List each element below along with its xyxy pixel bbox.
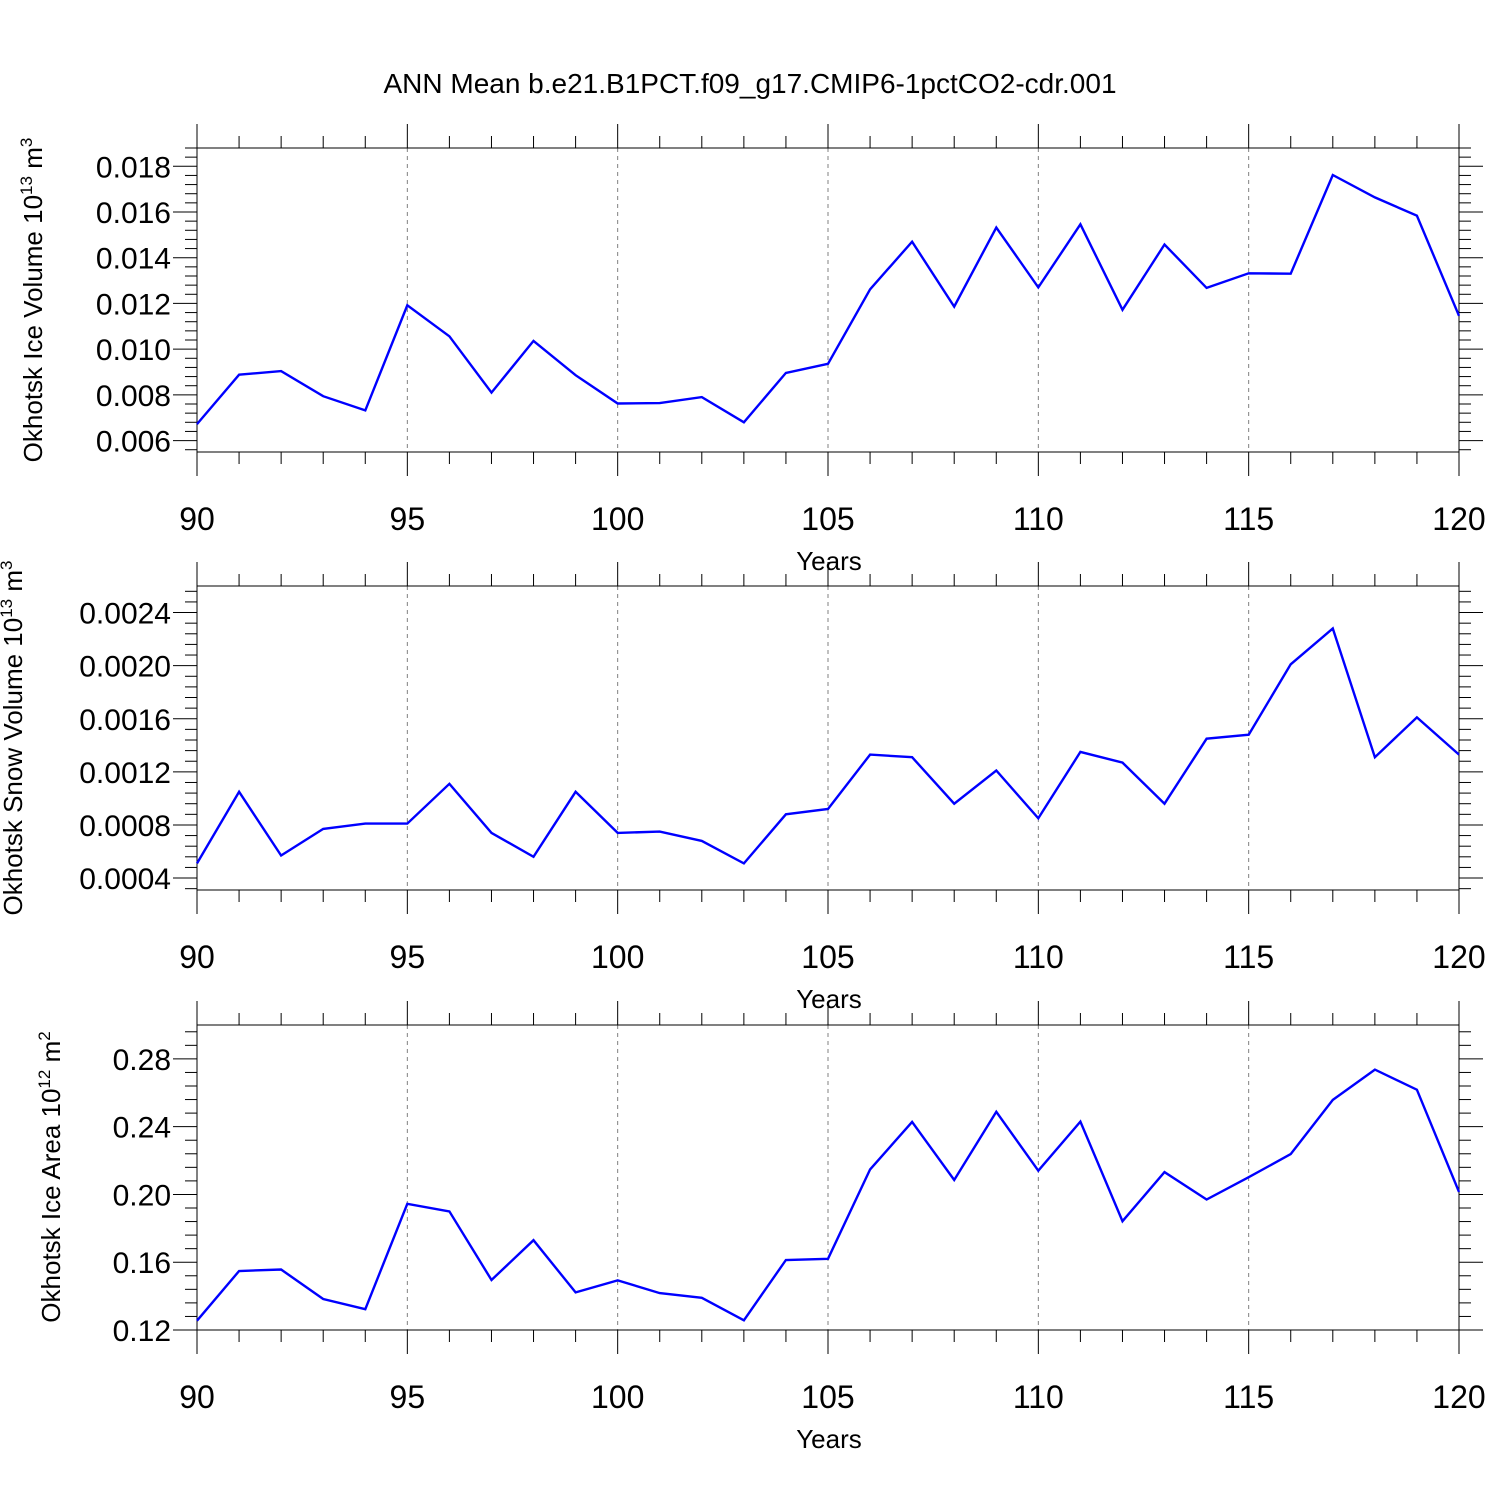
y-axis-label: Okhotsk Ice Area 1012 m2 — [35, 1031, 66, 1322]
y-axis-label: Okhotsk Ice Volume 1013 m3 — [17, 138, 48, 463]
x-tick-label: 95 — [390, 501, 426, 537]
x-tick-label: 110 — [1013, 501, 1064, 537]
x-tick-label: 105 — [801, 501, 854, 537]
y-tick-label: 0.20 — [113, 1179, 171, 1212]
y-tick-label: 0.16 — [113, 1247, 171, 1280]
y-tick-label: 0.0004 — [79, 863, 171, 896]
x-tick-label: 110 — [1013, 1379, 1064, 1415]
y-tick-label: 0.0016 — [79, 704, 171, 737]
y-tick-label: 0.0008 — [79, 810, 171, 843]
x-tick-label: 95 — [390, 1379, 426, 1415]
x-tick-label: 115 — [1223, 1379, 1274, 1415]
x-tick-label: 90 — [179, 501, 215, 537]
y-tick-label: 0.010 — [96, 334, 171, 367]
y-tick-label: 0.012 — [96, 288, 171, 321]
x-tick-label: 105 — [801, 1379, 854, 1415]
x-tick-label: 100 — [591, 939, 644, 975]
y-tick-label: 0.0020 — [79, 651, 171, 684]
x-tick-label: 115 — [1223, 501, 1274, 537]
y-tick-label: 0.0024 — [79, 598, 171, 631]
y-tick-label: 0.24 — [113, 1112, 171, 1145]
x-tick-label: 100 — [591, 501, 644, 537]
y-tick-label: 0.12 — [113, 1315, 171, 1348]
y-tick-label: 0.006 — [96, 426, 171, 459]
x-axis-label: Years — [796, 1424, 862, 1454]
y-tick-label: 0.016 — [96, 197, 171, 230]
x-axis-label: Years — [796, 546, 862, 576]
figure-title: ANN Mean b.e21.B1PCT.f09_g17.CMIP6-1pctC… — [383, 68, 1117, 99]
x-tick-label: 105 — [801, 939, 854, 975]
y-tick-label: 0.014 — [96, 243, 171, 276]
x-tick-label: 90 — [179, 939, 215, 975]
x-tick-label: 115 — [1223, 939, 1274, 975]
chart-panel-1: 0.006 0.008 0.010 0.012 0.014 0.016 0.018 90 95 1… — [17, 124, 1486, 576]
y-tick-label: 0.018 — [96, 151, 171, 184]
y-axis-label: Okhotsk Snow Volume 1013 m3 — [0, 561, 28, 916]
x-tick-label: 90 — [179, 1379, 215, 1415]
y-tick-label: 0.0012 — [79, 757, 171, 790]
x-tick-label: 100 — [591, 1379, 644, 1415]
y-tick-label: 0.28 — [113, 1044, 171, 1077]
x-axis-label: Years — [796, 984, 862, 1014]
y-tick-label: 0.008 — [96, 380, 171, 413]
x-tick-label: 120 — [1432, 1379, 1485, 1415]
chart-panel-3: 0.12 0.16 0.20 0.24 0.28 90 95 100 105 110 115 120 Y… — [35, 1001, 1486, 1454]
x-tick-label: 120 — [1432, 501, 1485, 537]
x-tick-label: 95 — [390, 939, 426, 975]
x-tick-label: 120 — [1432, 939, 1485, 975]
chart-panel-2: 0.0004 0.0008 0.0012 0.0016 0.0020 0.0024 90 95… — [0, 561, 1486, 1015]
x-tick-label: 110 — [1013, 939, 1064, 975]
